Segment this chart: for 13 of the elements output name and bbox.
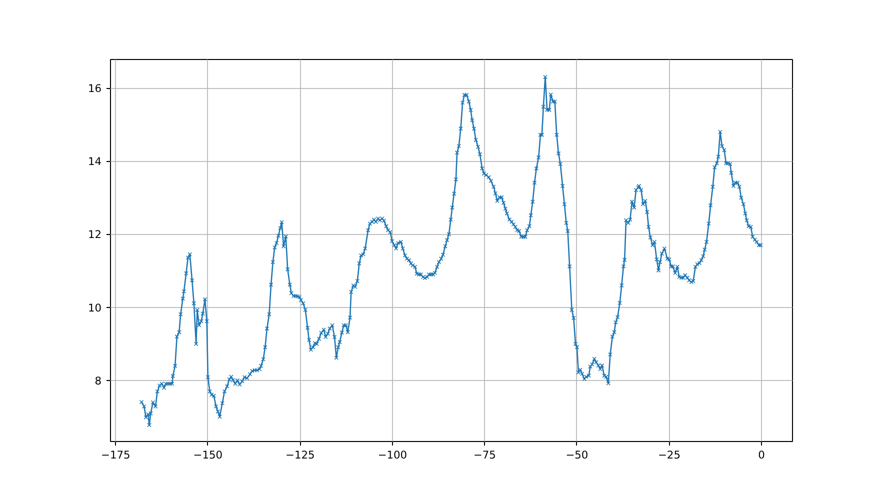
x-tick-label: −150 [193, 448, 223, 462]
x-tick-label: −175 [101, 448, 130, 462]
x-tick-label: −125 [286, 448, 315, 462]
x-tick-label: −50 [566, 448, 588, 462]
y-tick-label: 8 [94, 374, 102, 388]
y-tick-label: 16 [88, 82, 102, 96]
x-tick-label: 0 [758, 448, 766, 462]
y-tick-label: 12 [88, 228, 102, 242]
y-tick-label: 14 [88, 155, 102, 168]
y-tick-label: 10 [88, 301, 102, 314]
x-tick-label: −75 [473, 448, 496, 462]
x-tick-label: −25 [658, 448, 680, 462]
x-tick-label: −100 [378, 448, 408, 462]
